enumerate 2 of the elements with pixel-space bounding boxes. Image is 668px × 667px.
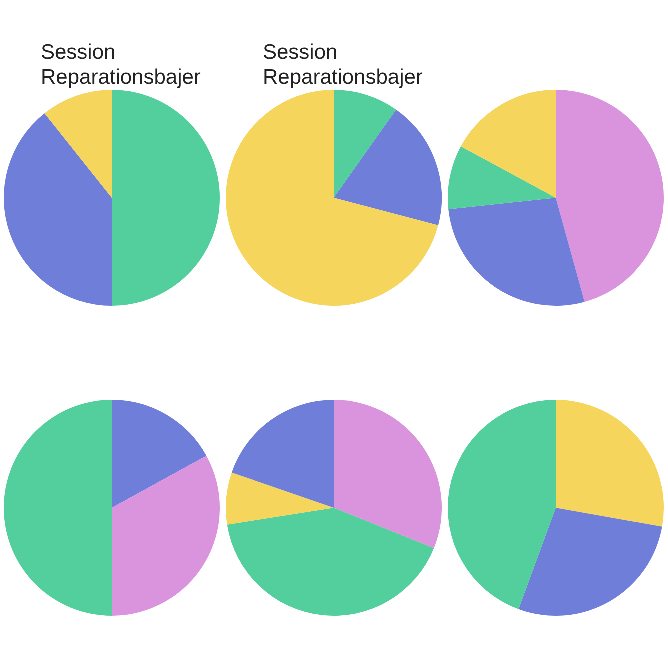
chart-title: Session Reparationsbajer [262,40,423,90]
chart-title: Session Reparationsbajer [40,40,201,90]
